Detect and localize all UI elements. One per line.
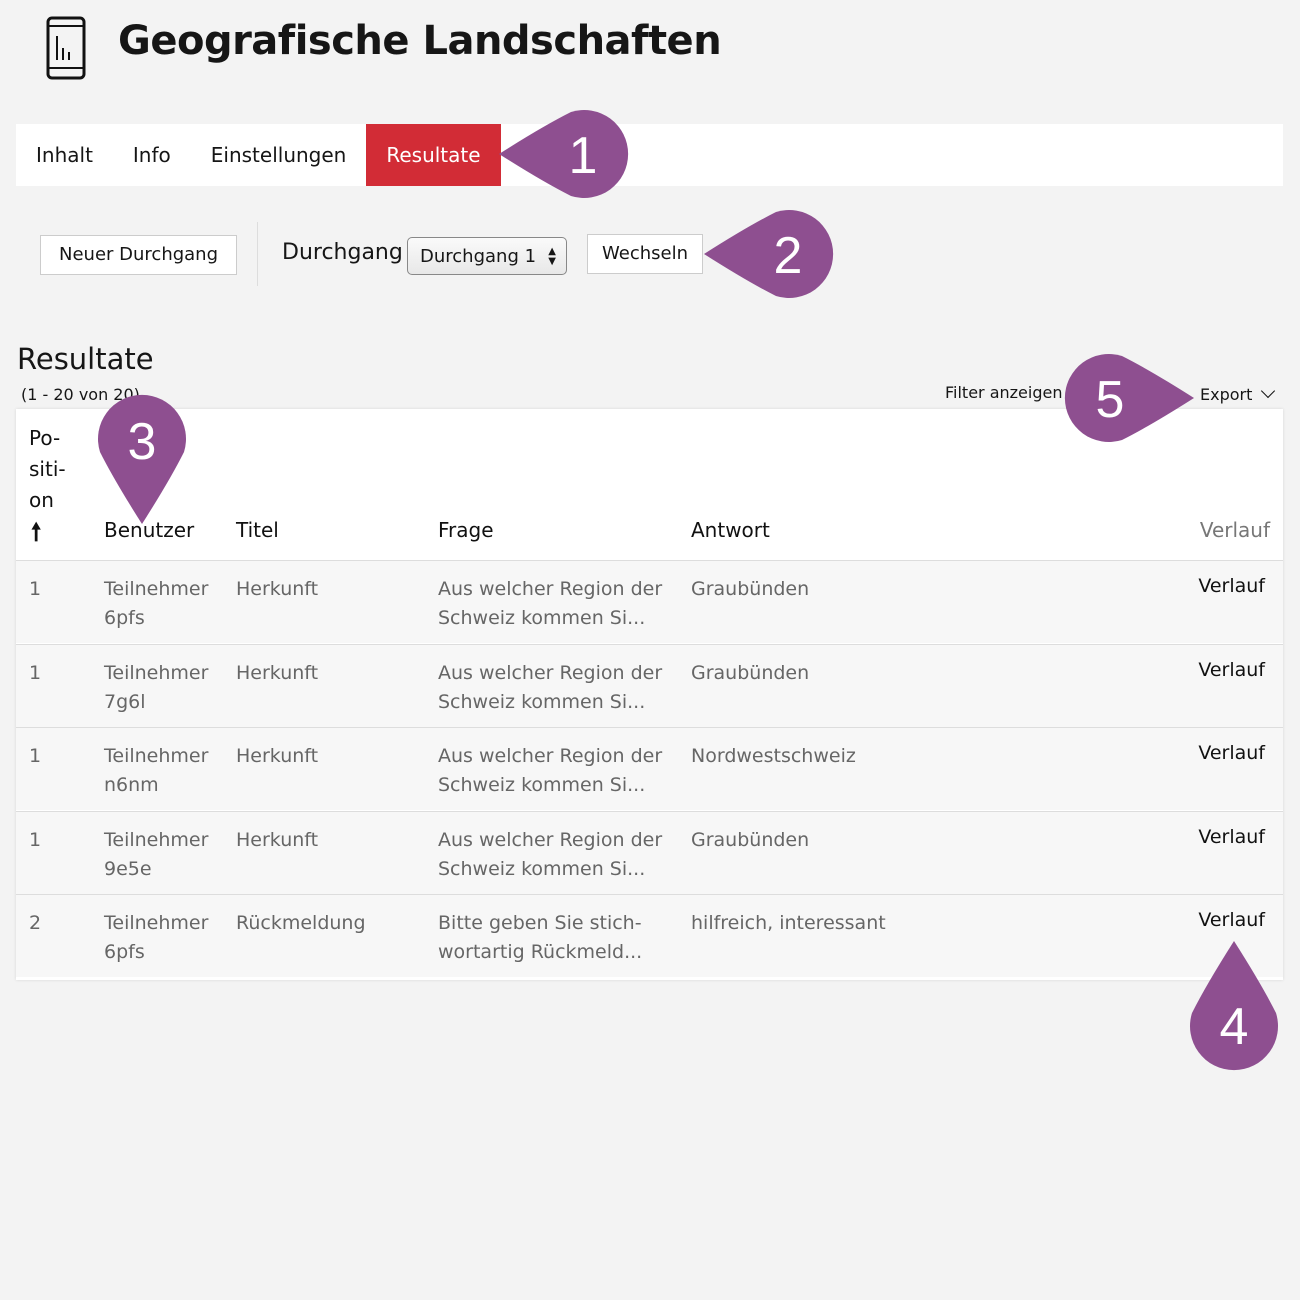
table-row: 1 Teilnehmer n6nm Herkunft Aus welcher Regi… [16,727,1283,810]
table-row: 1 Teilnehmer 6pfs Herkunft Aus welcher Regi… [16,560,1283,643]
cell-answer: Graubünden [691,661,810,684]
table-row: 1 Teilnehmer 7g6l Herkunft Aus welcher Regi… [16,643,1283,727]
phone-chart-icon [46,16,86,80]
cell-question: Aus welcher Region der Schweiz kommen Si… [438,828,663,880]
cell-title: Herkunft [236,828,319,851]
history-link[interactable]: Verlauf [1198,658,1265,681]
teardrop-marker-icon [704,210,834,298]
header-position[interactable]: Po- siti- on [29,426,66,512]
export-label: Export [1200,385,1253,404]
filter-toggle[interactable]: Filter anzeigen [945,383,1063,402]
cell-question: Bitte geben Sie stich-wortartig Rückmeld… [438,912,643,963]
tab-inhalt[interactable]: Inhalt [36,143,93,167]
marker-number: 4 [1220,998,1249,1056]
results-table: Po- siti- on 🠕 Benutzer Titel Frage Antw… [16,409,1283,980]
header-history: Verlauf [1199,518,1270,542]
cell-user: Teilnehmer 7g6l [104,661,209,713]
results-heading: Resultate [17,342,154,376]
header-user[interactable]: Benutzer [104,518,195,542]
tab-bar: Inhalt Info Einstellungen Resultate [16,124,1283,186]
cell-answer: Graubünden [691,828,810,851]
updown-arrows-icon: ▲ ▼ [548,246,556,267]
run-label: Durchgang [282,240,403,265]
run-select-value: Durchgang 1 [420,246,537,267]
history-link[interactable]: Verlauf [1198,909,1265,931]
divider [257,222,258,286]
cell-position: 1 [29,745,42,767]
cell-title: Herkunft [236,578,319,600]
cell-answer: hilfreich, interessant [691,912,886,934]
run-select[interactable]: Durchgang 1 ▲ ▼ [407,237,567,275]
cell-question: Aus welcher Region der Schweiz kommen Si… [438,578,663,629]
header-question[interactable]: Frage [438,518,494,542]
chevron-down-icon [1261,383,1276,399]
cell-answer: Graubünden [691,578,810,600]
sort-arrow-up-icon[interactable]: 🠕 [31,518,42,546]
results-count: (1 - 20 von 20) [21,385,140,404]
page-title: Geografische Landschaften [118,18,722,64]
table-row: 1 Teilnehmer 9e5e Herkunft Aus welcher Regi… [16,810,1283,894]
cell-title: Herkunft [236,745,319,767]
cell-user: Teilnehmer 9e5e [104,828,209,880]
new-run-button[interactable]: Neuer Durchgang [40,235,238,275]
history-link[interactable]: Verlauf [1198,825,1265,848]
cell-position: 1 [29,661,42,684]
switch-button[interactable]: Wechseln [587,234,703,274]
cell-position: 1 [29,828,42,851]
history-link[interactable]: Verlauf [1198,742,1265,764]
cell-user: Teilnehmer n6nm [104,745,209,796]
history-link[interactable]: Verlauf [1198,575,1265,597]
callout-marker-2: 2 [704,210,834,298]
header-answer[interactable]: Antwort [691,518,770,542]
cell-title: Herkunft [236,661,319,684]
tab-info[interactable]: Info [132,143,171,167]
cell-question: Aus welcher Region der Schweiz kommen Si… [438,661,663,713]
cell-title: Rückmeldung [236,912,366,934]
cell-user: Teilnehmer 6pfs [104,912,209,963]
cell-user: Teilnehmer 6pfs [104,578,209,629]
tab-resultate[interactable]: Resultate [366,124,501,186]
cell-question: Aus welcher Region der Schweiz kommen Si… [438,745,663,796]
cell-answer: Nordwestschweiz [691,745,856,767]
table-row: 2 Teilnehmer 6pfs Rückmeldung Bitte geben S… [16,894,1283,977]
cell-position: 1 [29,578,42,600]
marker-number: 2 [774,227,803,285]
export-dropdown[interactable]: Export [1200,383,1276,404]
cell-position: 2 [29,912,42,934]
tab-einstellungen[interactable]: Einstellungen [210,143,347,167]
header-title[interactable]: Titel [236,518,279,542]
